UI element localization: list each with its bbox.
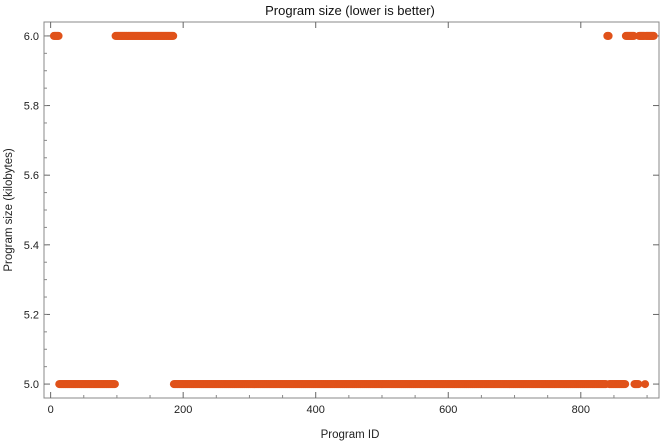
y-axis: 5.0 5.2 5.4 5.6 5.8 6.0 [24,31,659,391]
data-point [54,31,63,40]
data-point [110,380,119,389]
data-point [621,380,630,389]
data-point [641,380,650,389]
data-point [649,31,658,40]
data-point [634,380,643,389]
y-tick-label: 5.6 [24,170,39,182]
plot-border [43,21,660,399]
y-axis-title: Program size (kilobytes) [3,148,15,272]
y-tick-label: 5.8 [24,101,39,113]
x-tick-label: 0 [48,404,54,416]
y-tick-label: 5.2 [24,309,39,321]
data-point [169,31,178,40]
y-tick-label: 5.4 [24,240,39,252]
x-tick-label: 400 [307,404,325,416]
y-tick-label: 6.0 [24,31,39,43]
x-axis: 0 200 400 600 800 [48,22,648,416]
x-tick-label: 800 [572,404,590,416]
x-tick-label: 200 [174,404,192,416]
plot-frame [43,21,660,399]
y-tick-label: 5.0 [24,379,39,391]
data-points [49,31,658,389]
x-tick-label: 600 [439,404,457,416]
data-point [604,31,613,40]
chart-title: Program size (lower is better) [265,3,435,18]
x-axis-title: Program ID [321,429,380,441]
